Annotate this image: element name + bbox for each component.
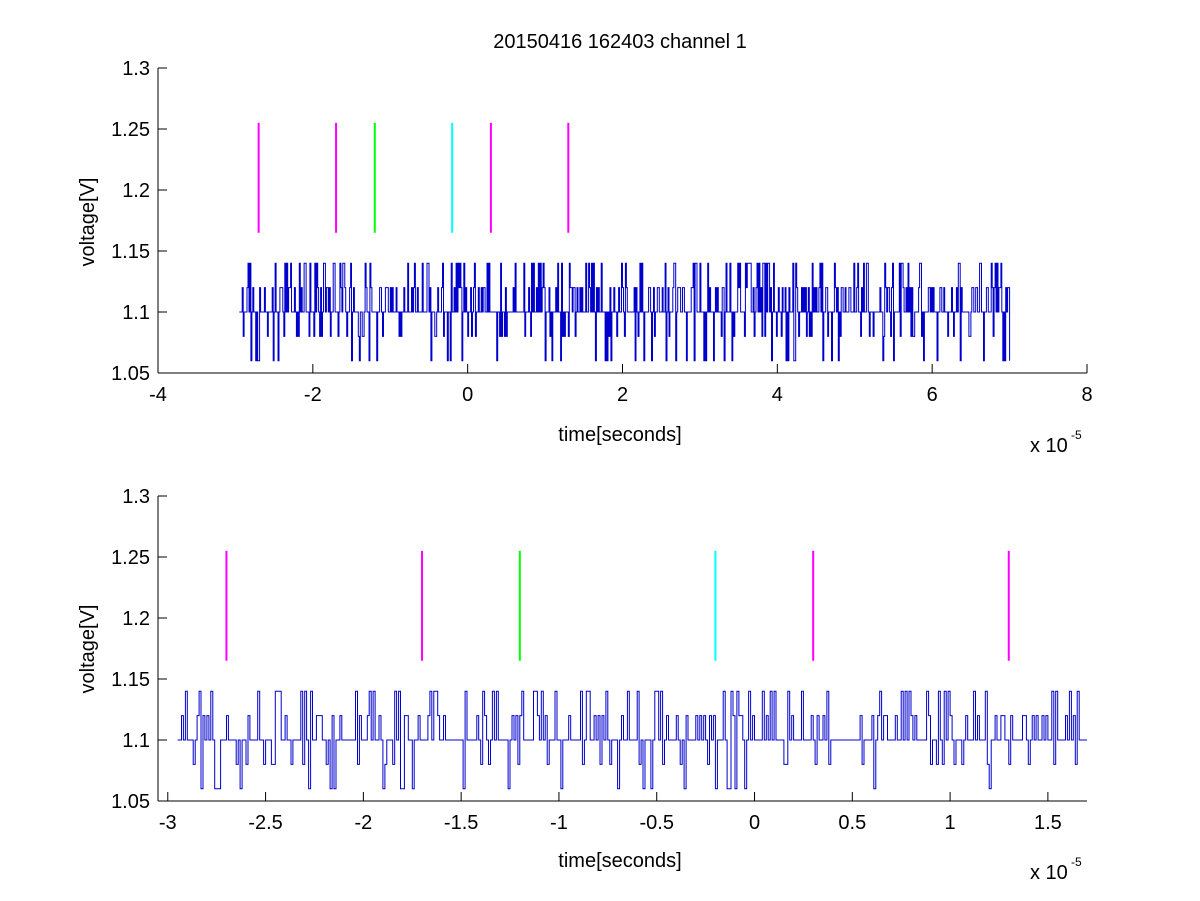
top-y-axis-label: voltage[V]	[77, 178, 99, 267]
x-tick-label: 0	[749, 812, 760, 834]
bottom-event-markers	[225, 550, 1010, 661]
y-tick-label: 1.2	[122, 180, 150, 202]
y-tick-label: 1.05	[111, 363, 150, 385]
y-tick-label: 1.3	[122, 486, 150, 508]
x-tick-label: 4	[772, 384, 783, 406]
y-tick-label: 1.15	[111, 241, 150, 263]
bottom-x-axis-label: time[seconds]	[558, 850, 681, 872]
x-tick-label: -1.5	[444, 812, 478, 834]
x-tick-label: -3	[159, 812, 177, 834]
x-tick-label: 6	[927, 384, 938, 406]
svg-text:x 10: x 10	[1030, 435, 1068, 457]
y-tick-label: 1.25	[111, 547, 150, 569]
signal-line	[239, 262, 1011, 362]
signal-line	[177, 690, 1087, 790]
y-tick-label: 1.25	[111, 119, 150, 141]
x-tick-label: 1.5	[1034, 812, 1062, 834]
top-axes-frame	[157, 68, 1087, 374]
bottom-axes-frame	[157, 496, 1087, 802]
svg-text:-5: -5	[1071, 855, 1082, 869]
x-tick-label: -2	[304, 384, 322, 406]
top-event-markers	[257, 122, 570, 233]
y-tick-label: 1.2	[122, 608, 150, 630]
top-signal-trace	[239, 262, 1011, 362]
bottom-plot: -3 -2.5 -2 -1.5 -1 -0.5 0 0.5 1 1.5 1.05 1.1 1.15 1.2…	[77, 486, 1087, 884]
svg-text:-5: -5	[1071, 428, 1082, 442]
y-tick-label: 1.1	[122, 730, 150, 752]
x-tick-label: 8	[1081, 384, 1092, 406]
y-tick-label: 1.15	[111, 669, 150, 691]
svg-text:x 10: x 10	[1030, 862, 1068, 884]
y-tick-label: 1.05	[111, 791, 150, 813]
top-x-exponent: x 10 -5	[1030, 428, 1082, 457]
x-tick-label: -4	[149, 384, 167, 406]
x-tick-label: -2.5	[248, 812, 282, 834]
x-tick-label: 0	[462, 384, 473, 406]
y-tick-label: 1.1	[122, 302, 150, 324]
top-x-axis-label: time[seconds]	[558, 424, 681, 446]
top-plot: -4 -2 0 2 4 6 8 1.05 1.1 1.15 1.2 1.25 1.3 time[seco…	[77, 58, 1093, 457]
x-tick-label: -2	[354, 812, 372, 834]
chart-title: 20150416 162403 channel 1	[493, 31, 747, 53]
bottom-axis-ticks: -3 -2.5 -2 -1.5 -1 -0.5 0 0.5 1 1.5 1.05 1.1 1.15 1.2…	[111, 486, 1062, 834]
x-tick-label: -1	[550, 812, 568, 834]
bottom-y-axis-label: voltage[V]	[77, 605, 99, 694]
bottom-signal-trace	[177, 690, 1087, 790]
bottom-x-exponent: x 10 -5	[1030, 855, 1082, 884]
x-tick-label: -0.5	[639, 812, 673, 834]
x-tick-label: 2	[617, 384, 628, 406]
x-tick-label: 0.5	[838, 812, 866, 834]
y-tick-label: 1.3	[122, 58, 150, 80]
x-tick-label: 1	[945, 812, 956, 834]
